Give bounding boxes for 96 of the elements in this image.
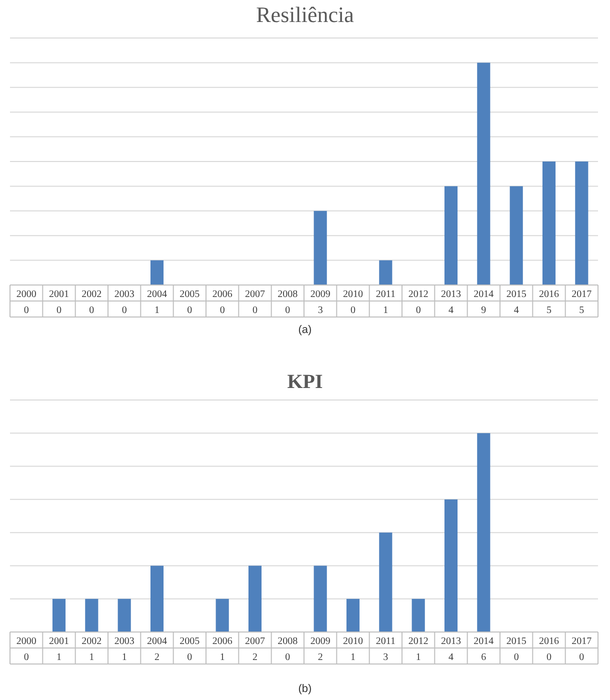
chart-title: Resiliência (256, 2, 354, 27)
x-tick-label: 2005 (180, 289, 200, 300)
bar (314, 210, 327, 285)
x-tick-label: 2016 (539, 636, 559, 647)
data-label: 4 (448, 652, 454, 663)
x-tick-label: 2004 (147, 289, 167, 300)
x-tick-label: 2011 (376, 636, 396, 647)
x-tick-label: 2010 (343, 636, 363, 647)
data-label: 0 (514, 652, 519, 663)
data-label: 2 (154, 652, 160, 663)
x-tick-label: 2008 (278, 289, 298, 300)
bar (85, 598, 98, 632)
x-tick-label: 2003 (114, 289, 134, 300)
data-label: 4 (448, 305, 454, 316)
bar (346, 598, 360, 632)
bar (412, 598, 425, 632)
data-label: 0 (56, 305, 62, 316)
x-tick-label: 2010 (343, 289, 363, 300)
data-label: 0 (416, 305, 421, 316)
bar (150, 260, 164, 285)
data-label: 2 (252, 652, 258, 663)
x-tick-label: 2000 (16, 289, 36, 300)
bar (314, 566, 327, 632)
data-label: 0 (546, 652, 552, 663)
bar (379, 532, 392, 632)
data-label: 1 (89, 652, 94, 663)
data-label: 0 (122, 305, 127, 316)
x-tick-label: 2009 (310, 289, 330, 300)
data-label: 5 (579, 305, 584, 316)
x-tick-label: 2007 (245, 289, 265, 300)
data-label: 0 (579, 652, 584, 663)
x-tick-label: 2001 (49, 636, 69, 647)
x-tick-label: 2017 (572, 636, 592, 647)
bar (379, 260, 392, 285)
x-tick-label: 2017 (572, 289, 592, 300)
bar (52, 598, 66, 632)
bar (118, 598, 131, 632)
data-label: 3 (318, 305, 323, 316)
data-label: 0 (285, 305, 290, 316)
data-label: 1 (56, 652, 62, 663)
data-label: 0 (187, 305, 192, 316)
x-tick-label: 2016 (539, 289, 559, 300)
bar (216, 598, 229, 632)
data-label: 1 (220, 652, 225, 663)
bar (150, 566, 164, 632)
x-tick-label: 2003 (114, 636, 134, 647)
data-label: 1 (154, 305, 160, 316)
data-label: 4 (514, 305, 519, 316)
data-label: 1 (350, 652, 356, 663)
data-label: 0 (89, 305, 94, 316)
data-label: 0 (220, 305, 225, 316)
bar (248, 566, 262, 632)
x-tick-label: 2013 (441, 636, 461, 647)
bar (542, 162, 556, 285)
bar (575, 162, 588, 285)
data-label: 5 (546, 305, 552, 316)
bar (510, 186, 523, 285)
data-label: 0 (285, 652, 290, 663)
text: (b) (298, 683, 312, 695)
x-tick-label: 2012 (408, 289, 428, 300)
text: (a) (298, 324, 312, 336)
data-label: 0 (24, 652, 29, 663)
x-tick-label: 2009 (310, 636, 330, 647)
data-label: 1 (383, 305, 388, 316)
data-label: 1 (416, 652, 421, 663)
x-tick-label: 2002 (82, 636, 102, 647)
data-label: 0 (24, 305, 29, 316)
data-label: 1 (122, 652, 127, 663)
x-tick-label: 2004 (147, 636, 167, 647)
x-tick-label: 2000 (16, 636, 36, 647)
x-tick-label: 2012 (408, 636, 428, 647)
x-tick-label: 2005 (180, 636, 200, 647)
bar (477, 62, 490, 285)
data-label: 0 (252, 305, 258, 316)
x-tick-label: 2007 (245, 636, 265, 647)
x-tick-label: 2015 (506, 289, 526, 300)
data-label: 6 (481, 652, 486, 663)
bar (444, 499, 458, 632)
bar (477, 433, 490, 632)
x-tick-label: 2002 (82, 289, 102, 300)
data-label: 2 (318, 652, 323, 663)
data-label: 0 (187, 652, 192, 663)
x-tick-label: 2008 (278, 636, 298, 647)
x-tick-label: 2015 (506, 636, 526, 647)
x-tick-label: 2013 (441, 289, 461, 300)
x-tick-label: 2011 (376, 289, 396, 300)
data-label: 0 (350, 305, 356, 316)
x-tick-label: 2006 (212, 289, 232, 300)
x-tick-label: 2014 (474, 636, 494, 647)
x-tick-label: 2006 (212, 636, 232, 647)
data-label: 3 (383, 652, 388, 663)
x-tick-label: 2014 (474, 289, 494, 300)
bar (444, 186, 458, 285)
chart-title: KPI (287, 371, 323, 393)
x-tick-label: 2001 (49, 289, 69, 300)
data-label: 9 (481, 305, 486, 316)
